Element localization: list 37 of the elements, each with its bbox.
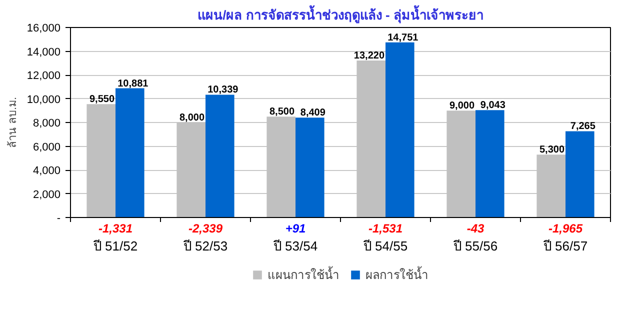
- y-tick-label: 8,000: [32, 118, 61, 130]
- y-tick-label: 6,000: [32, 141, 61, 154]
- x-tick-label: ปี 54/55: [362, 238, 408, 254]
- data-label: 9,043: [480, 100, 506, 112]
- x-tick-label: ปี 53/54: [272, 238, 318, 254]
- text: +91: [285, 221, 306, 236]
- x-tick-label: ปี 51/52: [92, 238, 138, 254]
- y-tick-label: 10,000: [26, 94, 61, 106]
- data-label: 8,409: [300, 108, 326, 119]
- y-tick-label: -: [56, 212, 61, 224]
- text: -1,965: [548, 221, 583, 236]
- data-label: 8,500: [269, 106, 295, 118]
- data-label: 9,000: [449, 100, 475, 112]
- text: -1,531: [368, 221, 403, 236]
- data-label: 13,220: [354, 50, 385, 62]
- data-label: 10,339: [208, 84, 239, 96]
- y-tick-label: 4,000: [32, 165, 61, 177]
- legend-label: ผลการใช้น้ำ: [366, 265, 428, 284]
- text: -1,331: [98, 221, 133, 236]
- data-label: 7,265: [570, 121, 596, 132]
- x-tick-label: ปี 55/56: [452, 238, 498, 254]
- y-axis-title: ล้าน ลบ.ม.: [6, 96, 19, 148]
- x-tick-label: ปี 52/53: [182, 238, 228, 254]
- data-label: 9,550: [89, 94, 115, 106]
- y-tick-label: 16,000: [26, 22, 61, 34]
- x-tick-label: ปี 56/57: [542, 238, 588, 254]
- text: -2,339: [188, 221, 223, 236]
- y-tick-label: 14,000: [26, 46, 61, 58]
- chart-title: แผน/ผล การจัดสรรน้ำช่วงฤดูแล้ง - ลุ่มน้ำเจ้าพระยา: [198, 4, 484, 24]
- y-tick-label: 2,000: [32, 188, 61, 201]
- legend-label: แผนการใช้น้ำ: [268, 265, 340, 284]
- data-label: 5,300: [539, 144, 565, 156]
- data-label: 14,751: [388, 32, 419, 44]
- y-tick-label: 12,000: [26, 70, 61, 82]
- text: -43: [466, 221, 484, 236]
- data-label: 8,000: [179, 112, 205, 124]
- data-label: 10,881: [118, 78, 149, 90]
